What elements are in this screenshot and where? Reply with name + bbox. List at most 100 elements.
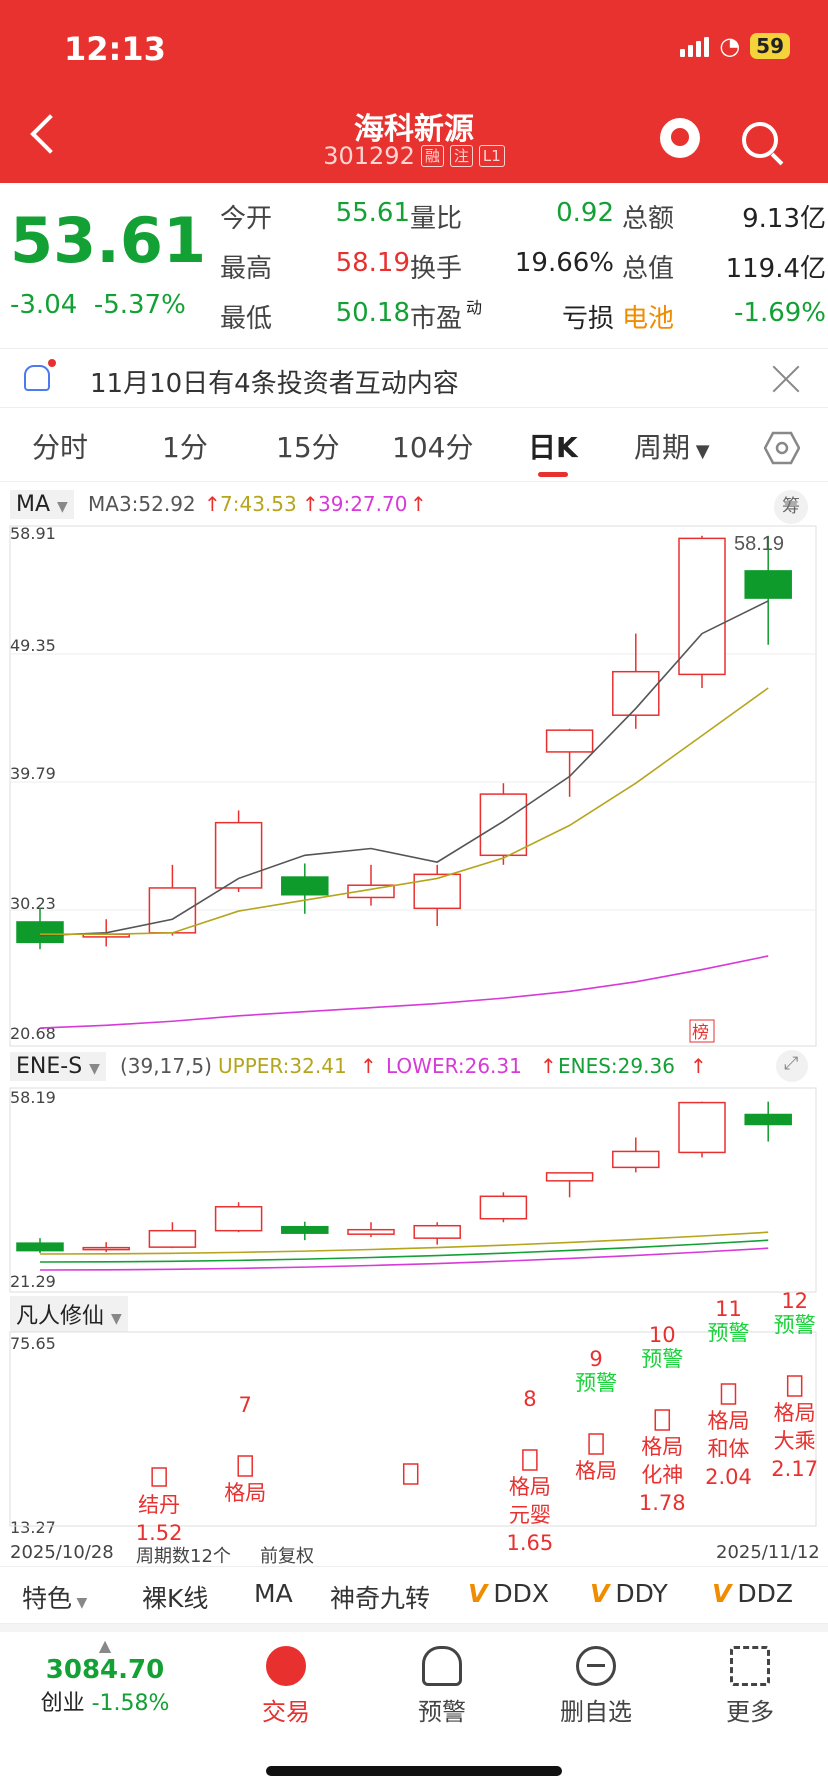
nav-trade-label: 交易 <box>262 1698 310 1726</box>
ene-candle-body <box>347 1228 395 1235</box>
signal-label: 化神 <box>641 1463 683 1487</box>
close-icon[interactable] <box>770 363 802 395</box>
ene-indicator-selector[interactable]: ENE-S ▼ <box>10 1052 106 1081</box>
ene-params: (39,17,5) <box>120 1054 212 1078</box>
period-tabs: 分时 1分 15分 104分 日K 周期 ▼ <box>0 412 828 482</box>
index-name: 创业 <box>40 1691 85 1716</box>
frms-name: 凡人修仙 <box>16 1304 105 1329</box>
ene-lower-line <box>39 1247 769 1271</box>
tab-104min[interactable]: 104分 <box>392 431 474 464</box>
tab-intraday[interactable]: 分时 <box>32 431 89 464</box>
nav-remove-watchlist[interactable]: 删自选 <box>536 1646 656 1727</box>
kline-chart[interactable]: 58.19榜结丹1.527格局8格局元婴1.659预警格局10预警格局化神1.7… <box>0 480 828 1580</box>
settings-hexagon-icon[interactable] <box>764 430 800 466</box>
bell-icon <box>24 359 56 391</box>
change-amount: -3.04 <box>10 290 78 320</box>
signal-number: 10 <box>649 1323 676 1347</box>
ma39-value: 39:27.70 <box>318 492 408 516</box>
ene-candle-body <box>16 1242 64 1252</box>
tab-daily-k[interactable]: 日K <box>528 431 578 464</box>
signal-box <box>786 1375 803 1397</box>
quote-label-sup: 动 <box>466 298 483 317</box>
ma7-value: 7:43.53 <box>220 492 297 516</box>
tab-1min[interactable]: 1分 <box>162 431 208 464</box>
y-label-4: 30.23 <box>10 894 56 913</box>
minus-circle-icon <box>576 1646 616 1686</box>
chart-panel-frame <box>9 525 817 1047</box>
quote-value: -1.69% <box>734 298 826 328</box>
quote-label[interactable]: 电池 <box>622 304 675 334</box>
period-count: 周期数12个 <box>136 1546 231 1567</box>
ma3-line <box>39 600 769 937</box>
indicator-tab-ddy[interactable]: V DDY <box>590 1579 668 1608</box>
indicator-tab-special[interactable]: 特色 ▼ <box>22 1579 87 1615</box>
notice-bar[interactable]: 11月10日有4条投资者互动内容 <box>0 348 828 408</box>
quote-label: 量比 <box>410 204 463 234</box>
ma7-line <box>40 687 769 935</box>
ene-y-bottom: 21.29 <box>10 1272 56 1291</box>
index-ticker[interactable]: ▲ 3084.70 创业 -1.58% <box>20 1636 190 1717</box>
tab-period-label: 周期 <box>634 431 691 464</box>
chart-panel-frame <box>9 1331 817 1527</box>
quote-value: 119.4亿 <box>725 254 826 284</box>
assistant-robot-icon[interactable] <box>660 118 700 158</box>
nav-alert[interactable]: 预警 <box>382 1646 502 1727</box>
candle-body <box>281 876 329 896</box>
vip-icon: V <box>712 1579 732 1608</box>
nav-more[interactable]: 更多 <box>690 1646 810 1727</box>
quote-label: 换手 <box>410 254 463 284</box>
indicator-tab-ddz-label: DDZ <box>737 1579 793 1608</box>
ene-candle-body <box>148 1229 197 1248</box>
candle-body <box>545 729 594 753</box>
indicator-tab-naked-k[interactable]: 裸K线 <box>142 1584 209 1613</box>
ma39-line <box>39 955 769 1029</box>
nav-trade[interactable]: 交易 <box>226 1646 346 1727</box>
indicator-tab-td9[interactable]: 神奇九转 <box>330 1584 431 1613</box>
quote-label: 总额 <box>622 204 675 234</box>
app-header: 12:13 ◔ 59 海科新源 301292 融 注 L1 <box>0 0 828 183</box>
signal-label: 和体 <box>707 1437 749 1461</box>
ene-candle-body <box>612 1150 660 1169</box>
signal-warning: 预警 <box>575 1371 617 1395</box>
signal-icon <box>680 35 710 57</box>
signal-label: 格局 <box>509 1475 551 1499</box>
adjust-type[interactable]: 前复权 <box>260 1546 314 1567</box>
arrow-up-icon: ↑ <box>360 1054 377 1078</box>
indicator-tab-ma[interactable]: MA <box>254 1579 293 1608</box>
quote-value: 亏损 <box>561 304 614 334</box>
ene-upper-line <box>39 1231 769 1255</box>
indicator-tab-ddx[interactable]: V DDX <box>468 1579 549 1608</box>
y-label-3: 39.79 <box>10 764 56 783</box>
ene-candle-body <box>479 1195 528 1220</box>
bell-icon <box>422 1646 462 1686</box>
y-label-min: 20.68 <box>10 1024 56 1043</box>
candle-body <box>214 821 263 889</box>
nav-alert-label: 预警 <box>418 1698 466 1726</box>
frms-indicator-selector[interactable]: 凡人修仙 ▼ <box>10 1296 128 1332</box>
change-percent: -5.37% <box>93 290 186 320</box>
quote-label: 最低 <box>220 304 273 334</box>
arrow-up-icon: ↑ <box>540 1054 557 1078</box>
signal-number: 9 <box>589 1347 602 1371</box>
tab-15min[interactable]: 15分 <box>276 431 340 464</box>
stock-name: 海科新源 <box>354 112 474 147</box>
signal-label: 大乘 <box>774 1429 816 1453</box>
ma-name: MA <box>16 492 51 517</box>
indicator-tab-ddz[interactable]: V DDZ <box>712 1579 793 1608</box>
ma-indicator-selector[interactable]: MA ▼ <box>10 490 74 519</box>
ene-candle-body <box>82 1246 130 1251</box>
quote-label: 今开 <box>220 204 273 234</box>
tab-period[interactable]: 周期 ▼ <box>634 426 710 466</box>
ma3-value: MA3:52.92 <box>88 492 196 516</box>
expand-icon[interactable]: ⤢ <box>776 1050 808 1082</box>
tag-level1[interactable]: L1 <box>478 145 505 167</box>
search-icon[interactable] <box>742 122 778 158</box>
grid-icon <box>730 1646 770 1686</box>
signal-label: 格局 <box>707 1409 749 1433</box>
chip-distribution-button[interactable]: 筹 <box>774 490 808 524</box>
signal-box <box>588 1433 604 1455</box>
arrow-up-icon: ↑ <box>410 492 427 516</box>
ene-lower: LOWER:26.31 <box>386 1054 522 1078</box>
frms-y-top: 75.65 <box>10 1334 56 1353</box>
signal-label: 格局 <box>641 1435 683 1459</box>
